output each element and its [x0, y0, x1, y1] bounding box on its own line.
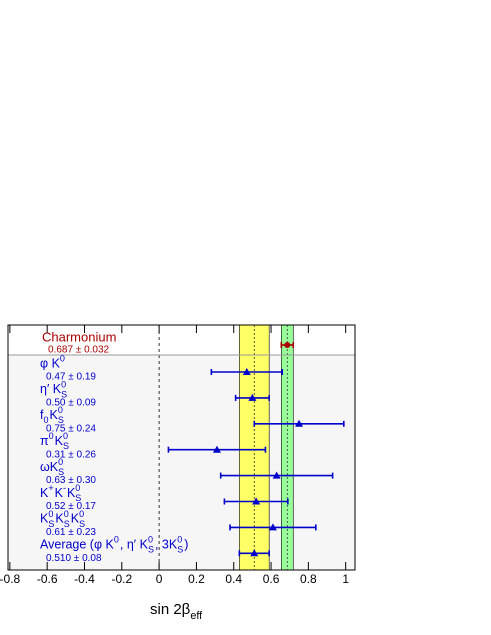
- label-text: sin 2β: [150, 601, 191, 618]
- label-sup: 0: [148, 535, 153, 545]
- data-point: [252, 497, 261, 505]
- data-point: [272, 471, 281, 479]
- label-text: K: [40, 512, 49, 526]
- value-label: 0.50 ± 0.09: [46, 398, 96, 409]
- label-text: f: [40, 408, 44, 422]
- label-text: K: [67, 486, 76, 500]
- label-sup: 0: [114, 535, 119, 545]
- label-sub: S: [177, 545, 183, 555]
- data-point: [284, 342, 291, 348]
- label-text: K: [55, 486, 64, 500]
- label-text: K: [55, 434, 64, 448]
- value-label: 0.47 ± 0.19: [46, 372, 96, 383]
- label-sub: S: [75, 493, 81, 503]
- label-sup: 0: [63, 431, 68, 441]
- value-label: 0.687 ± 0.032: [48, 345, 110, 356]
- value-label: 0.63 ± 0.30: [46, 475, 96, 486]
- label-sup: 0: [58, 457, 63, 467]
- label-text: π: [40, 434, 49, 448]
- label-text: , η′ K: [120, 538, 149, 552]
- label-sub: 0: [43, 415, 48, 425]
- value-label: 0.510 ± 0.08: [46, 553, 102, 564]
- x-tick-label: -0.2: [111, 572, 132, 586]
- label-text: ωK: [40, 460, 59, 474]
- x-tick-label: -0.8: [0, 572, 21, 586]
- label-sup: 0: [49, 431, 54, 441]
- label-sup: 0: [60, 353, 65, 363]
- label-sup: -: [63, 483, 66, 493]
- x-tick-label: -0.4: [74, 572, 95, 586]
- label-sub: S: [148, 545, 154, 555]
- label-text: Average (φ K: [40, 538, 115, 552]
- label-sup: 0: [75, 483, 80, 493]
- data-point: [268, 523, 277, 531]
- label-sup: 0: [64, 509, 69, 519]
- label-sup: 0: [61, 379, 66, 389]
- label-text: Charmonium: [42, 329, 116, 344]
- label-sub: S: [61, 389, 67, 399]
- label-text: ): [184, 538, 188, 552]
- label-text: η′ K: [40, 382, 62, 396]
- x-tick-label: -0.6: [37, 572, 58, 586]
- label-sup: +: [48, 483, 53, 493]
- label-sub: S: [63, 441, 69, 451]
- x-tick-label: 0.4: [225, 572, 242, 586]
- label-text: , 3K: [155, 538, 178, 552]
- data-point: [295, 419, 304, 427]
- value-label: 0.31 ± 0.26: [46, 449, 96, 460]
- data-point: [250, 549, 259, 557]
- label-sub: S: [79, 519, 85, 529]
- x-tick-label: 0.2: [188, 572, 205, 586]
- value-label: 0.75 ± 0.24: [46, 423, 96, 434]
- label-sup: 0: [177, 535, 182, 545]
- data-point: [242, 368, 251, 375]
- label-text: φ K: [40, 356, 61, 370]
- label-sub: S: [58, 467, 64, 477]
- x-tick-label: 1: [342, 572, 349, 586]
- data-point: [212, 445, 221, 453]
- label-sup: 0: [58, 405, 63, 415]
- label-text: K: [71, 512, 80, 526]
- data-point: [248, 393, 257, 401]
- value-label: 0.52 ± 0.17: [46, 501, 96, 512]
- label-sub: S: [58, 415, 64, 425]
- plot-frame: [7, 324, 356, 571]
- label-text: K: [55, 512, 64, 526]
- label-text: K: [50, 408, 59, 422]
- label-text: K: [40, 486, 49, 500]
- label-sup: 0: [79, 509, 84, 519]
- label-sub: S: [64, 519, 70, 529]
- label-sub: eff: [190, 610, 203, 622]
- x-tick-label: 0.6: [263, 572, 280, 586]
- label-sup: 0: [48, 509, 53, 519]
- value-label: 0.61 ± 0.23: [46, 527, 96, 538]
- label-sub: S: [48, 519, 54, 529]
- x-tick-label: 0: [156, 572, 163, 586]
- group-background: [8, 355, 355, 570]
- x-tick-label: 0.8: [300, 572, 317, 586]
